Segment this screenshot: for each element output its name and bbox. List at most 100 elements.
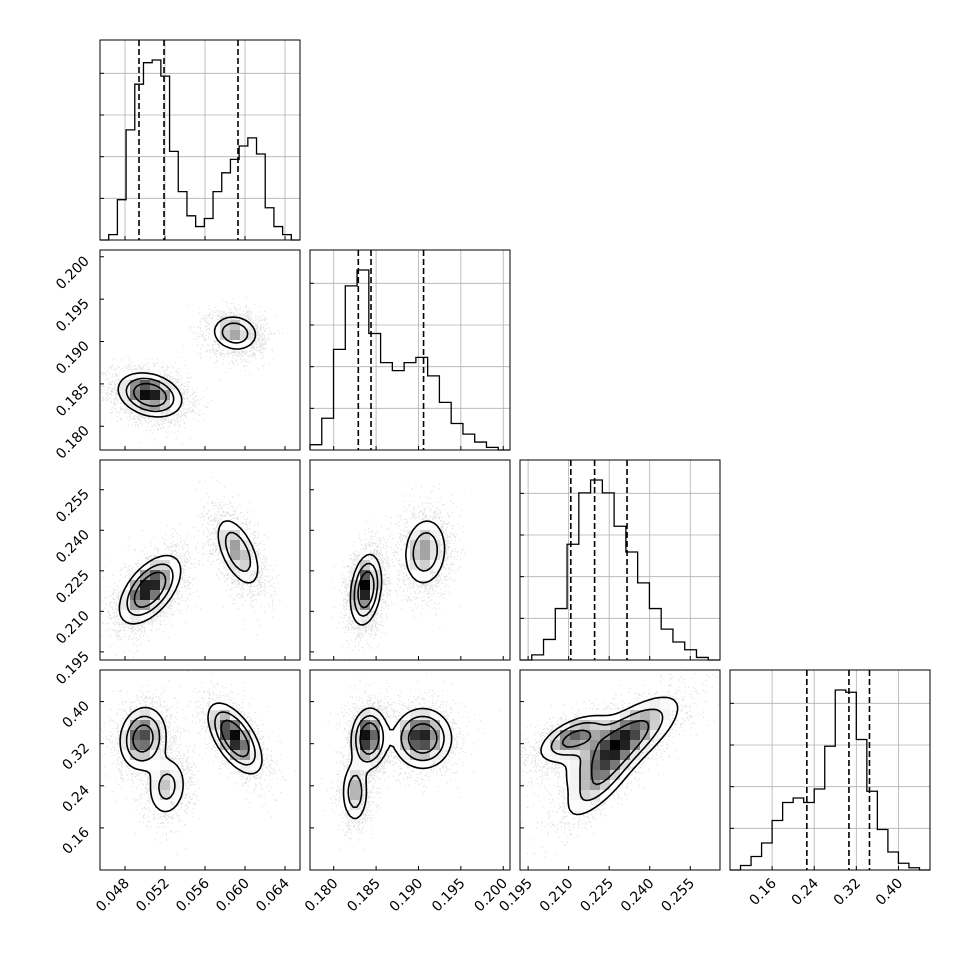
density-block bbox=[570, 760, 581, 771]
density-block bbox=[240, 720, 251, 731]
density-block bbox=[410, 570, 421, 581]
density-block bbox=[380, 720, 391, 731]
density-block bbox=[130, 720, 141, 731]
density-block bbox=[160, 790, 171, 801]
density-block bbox=[610, 750, 621, 761]
density-block bbox=[590, 760, 601, 771]
x-tick-label: 0.240 bbox=[618, 876, 658, 916]
density-block bbox=[120, 600, 131, 611]
density-block bbox=[230, 520, 241, 531]
histogram-step bbox=[100, 59, 300, 241]
density-block bbox=[570, 740, 581, 751]
density-block bbox=[400, 730, 411, 741]
density-block bbox=[600, 790, 611, 801]
density-block bbox=[400, 750, 411, 761]
y-tick-label: 0.240 bbox=[53, 527, 93, 567]
x-tick-label: 0.048 bbox=[93, 876, 133, 916]
density-block bbox=[160, 400, 171, 411]
y-tick-label: 0.180 bbox=[53, 423, 93, 463]
density-block bbox=[430, 730, 441, 741]
density-block bbox=[140, 600, 151, 611]
density-block bbox=[240, 330, 251, 341]
density-block bbox=[630, 730, 641, 741]
density-block bbox=[610, 780, 621, 791]
density-block bbox=[600, 780, 611, 791]
density-block bbox=[150, 710, 161, 721]
density-block bbox=[360, 590, 371, 601]
density-block bbox=[660, 720, 671, 731]
density-block bbox=[220, 540, 231, 551]
density-block bbox=[550, 730, 561, 741]
density-block bbox=[610, 770, 621, 781]
hist-panel-0 bbox=[99, 39, 301, 241]
density-block bbox=[590, 730, 601, 741]
density-block bbox=[580, 770, 591, 781]
density-block bbox=[560, 760, 571, 771]
density-block bbox=[620, 760, 631, 771]
density-block bbox=[560, 720, 571, 731]
density-block bbox=[410, 750, 421, 761]
panel-frame bbox=[309, 669, 511, 871]
density-block bbox=[130, 580, 141, 591]
density-block bbox=[150, 590, 161, 601]
density-block bbox=[150, 740, 161, 751]
density-block bbox=[150, 600, 161, 611]
density-block bbox=[430, 550, 441, 561]
density-block bbox=[400, 740, 411, 751]
density-block bbox=[140, 710, 151, 721]
density-block bbox=[570, 730, 581, 741]
density-block bbox=[240, 570, 251, 581]
density-block bbox=[560, 770, 571, 781]
density-block bbox=[170, 760, 181, 771]
panel-frame bbox=[519, 459, 721, 661]
density-block bbox=[610, 760, 621, 771]
density-block bbox=[150, 790, 161, 801]
density-block bbox=[430, 710, 441, 721]
density-block bbox=[370, 600, 381, 611]
density-block bbox=[140, 580, 151, 591]
density-block bbox=[230, 720, 241, 731]
contour-line bbox=[357, 571, 375, 609]
contour-line bbox=[347, 714, 445, 808]
density-block bbox=[150, 410, 161, 421]
density-block bbox=[580, 720, 591, 731]
density-block bbox=[240, 320, 251, 331]
density-block bbox=[650, 710, 661, 721]
density-block bbox=[360, 710, 371, 721]
density-block bbox=[370, 750, 381, 761]
histogram-step bbox=[730, 689, 930, 871]
density-block bbox=[140, 610, 151, 621]
density-block bbox=[140, 750, 151, 761]
contour-line bbox=[540, 696, 679, 816]
contour-line bbox=[119, 702, 263, 813]
density-block bbox=[590, 790, 601, 801]
density-block bbox=[630, 750, 641, 761]
density-block bbox=[360, 600, 371, 611]
density-block bbox=[430, 530, 441, 541]
density-block bbox=[660, 700, 671, 711]
density-block bbox=[560, 730, 571, 741]
density-block bbox=[150, 400, 161, 411]
density-block bbox=[380, 730, 391, 741]
density-block bbox=[170, 400, 181, 411]
contour-line bbox=[359, 722, 438, 755]
panel-content bbox=[320, 673, 500, 851]
density-block bbox=[210, 710, 221, 721]
density-block bbox=[410, 710, 421, 721]
x-tick-label: 0.225 bbox=[577, 876, 617, 916]
density-block bbox=[430, 540, 441, 551]
contour-line bbox=[132, 719, 250, 758]
x-tick-label: 0.32 bbox=[831, 876, 864, 909]
density-block bbox=[370, 590, 381, 601]
panel-content bbox=[331, 483, 473, 660]
density-block bbox=[660, 710, 671, 721]
density-block bbox=[140, 380, 151, 391]
density-block bbox=[220, 750, 231, 761]
density-block bbox=[600, 740, 611, 751]
density-block bbox=[340, 780, 351, 791]
density-block bbox=[410, 740, 421, 751]
density-block bbox=[430, 720, 441, 731]
contour-line bbox=[561, 720, 650, 786]
density-block bbox=[150, 750, 161, 761]
x-tick-label: 0.185 bbox=[344, 876, 384, 916]
